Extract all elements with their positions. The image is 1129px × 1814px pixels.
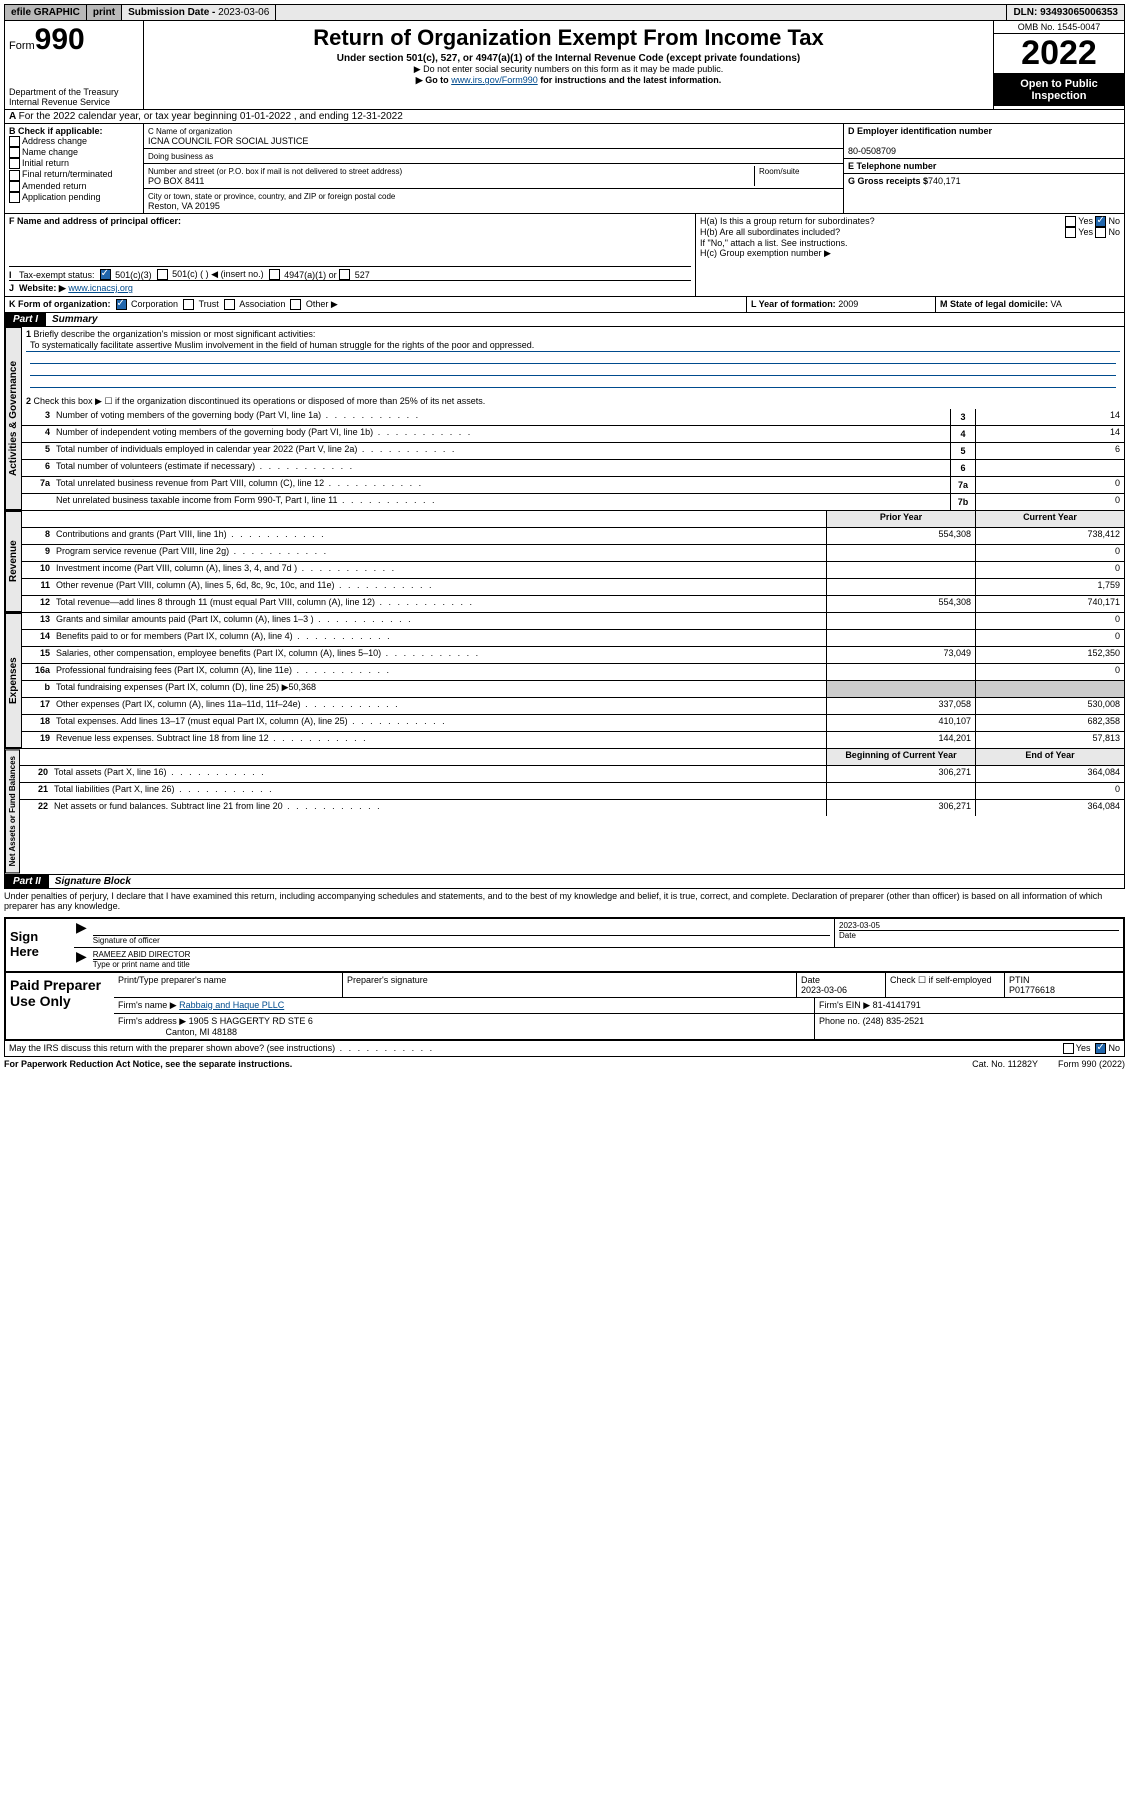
org-name: ICNA COUNCIL FOR SOCIAL JUSTICE: [148, 136, 308, 146]
fh-block: F Name and address of principal officer:…: [4, 214, 1125, 297]
tax-year: 2022: [994, 34, 1124, 74]
summary-line: bTotal fundraising expenses (Part IX, co…: [22, 681, 1124, 698]
section-deg: D Employer identification number 80-0508…: [843, 124, 1124, 213]
tab-governance: Activities & Governance: [5, 327, 22, 510]
klm-row: K Form of organization: Corporation Trus…: [4, 297, 1125, 313]
summary-line: 14Benefits paid to or for members (Part …: [22, 630, 1124, 647]
summary-line: 3Number of voting members of the governi…: [22, 409, 1124, 426]
dln: DLN: 93493065006353: [1006, 5, 1124, 20]
discuss-row: May the IRS discuss this return with the…: [4, 1041, 1125, 1057]
summary-line: 13Grants and similar amounts paid (Part …: [22, 613, 1124, 630]
open-inspection: Open to Public Inspection: [994, 74, 1124, 106]
check-ha-no[interactable]: [1095, 216, 1106, 227]
form-subtitle: Under section 501(c), 527, or 4947(a)(1)…: [150, 53, 987, 64]
summary-line: 5Total number of individuals employed in…: [22, 443, 1124, 460]
tab-net: Net Assets or Fund Balances: [5, 749, 20, 873]
website-link[interactable]: www.icnacsj.org: [68, 283, 133, 293]
summary-line: 12Total revenue—add lines 8 through 11 (…: [22, 596, 1124, 612]
form-title: Return of Organization Exempt From Incom…: [150, 25, 987, 51]
summary-line: 22Net assets or fund balances. Subtract …: [20, 800, 1124, 816]
summary-line: 21Total liabilities (Part X, line 26)0: [20, 783, 1124, 800]
tab-expenses: Expenses: [5, 613, 22, 748]
omb-number: OMB No. 1545-0047: [994, 21, 1124, 34]
section-c: C Name of organization ICNA COUNCIL FOR …: [144, 124, 843, 213]
summary-line: 20Total assets (Part X, line 16)306,2713…: [20, 766, 1124, 783]
form-number: Form990: [9, 23, 139, 57]
note-ssn: ▶ Do not enter social security numbers o…: [150, 64, 987, 75]
topbar: efile GRAPHIC print Submission Date - 20…: [4, 4, 1125, 21]
note-link: ▶ Go to www.irs.gov/Form990 for instruct…: [150, 75, 987, 86]
summary-line: 11Other revenue (Part VIII, column (A), …: [22, 579, 1124, 596]
section-f: F Name and address of principal officer:…: [5, 214, 695, 296]
check-discuss-no[interactable]: [1095, 1043, 1106, 1054]
paid-block: Paid Preparer Use Only Print/Type prepar…: [4, 973, 1125, 1041]
summary-line: 9Program service revenue (Part VIII, lin…: [22, 545, 1124, 562]
summary-line: 19Revenue less expenses. Subtract line 1…: [22, 732, 1124, 748]
form-header: Form990 Department of the Treasury Inter…: [4, 21, 1125, 110]
summary-line: 16aProfessional fundraising fees (Part I…: [22, 664, 1124, 681]
tab-revenue: Revenue: [5, 511, 22, 612]
summary-line: 15Salaries, other compensation, employee…: [22, 647, 1124, 664]
ein-value: 80-0508709: [848, 146, 896, 156]
summary-line: 17Other expenses (Part IX, column (A), l…: [22, 698, 1124, 715]
firm-link[interactable]: Rabbaig and Haque PLLC: [179, 1000, 284, 1010]
print-btn[interactable]: print: [87, 5, 122, 20]
declaration-text: Under penalties of perjury, I declare th…: [4, 889, 1125, 913]
summary-line: 6Total number of volunteers (estimate if…: [22, 460, 1124, 477]
dept-treasury: Department of the Treasury: [9, 87, 139, 97]
summary-line: 18Total expenses. Add lines 13–17 (must …: [22, 715, 1124, 732]
irs-link[interactable]: www.irs.gov/Form990: [451, 75, 538, 85]
efile-btn[interactable]: efile GRAPHIC: [5, 5, 87, 20]
submission-date: Submission Date - 2023-03-06: [122, 5, 276, 20]
header-block: B Check if applicable: Address change Na…: [4, 124, 1125, 214]
exp-block: Expenses 13Grants and similar amounts pa…: [4, 613, 1125, 749]
org-address: PO BOX 8411: [148, 176, 204, 186]
net-block: Net Assets or Fund Balances Beginning of…: [4, 749, 1125, 874]
officer-name: RAMEEZ ABID DIRECTOR: [93, 950, 191, 959]
part1-header: Part I Summary: [4, 313, 1125, 327]
summary-line: Net unrelated business taxable income fr…: [22, 494, 1124, 510]
gov-block: Activities & Governance 1 Briefly descri…: [4, 327, 1125, 511]
summary-line: 10Investment income (Part VIII, column (…: [22, 562, 1124, 579]
section-a-period: A For the 2022 calendar year, or tax yea…: [4, 110, 1125, 124]
section-b: B Check if applicable: Address change Na…: [5, 124, 144, 213]
org-city: Reston, VA 20195: [148, 201, 220, 211]
gross-receipts: 740,171: [928, 176, 961, 186]
check-501c3[interactable]: [100, 269, 111, 280]
footer: For Paperwork Reduction Act Notice, see …: [4, 1057, 1125, 1071]
sign-block: Sign Here ▶ Signature of officer 2023-03…: [4, 917, 1125, 973]
part2-header: Part II Signature Block: [4, 875, 1125, 889]
summary-line: 4Number of independent voting members of…: [22, 426, 1124, 443]
section-h: H(a) Is this a group return for subordin…: [695, 214, 1124, 296]
irs-label: Internal Revenue Service: [9, 97, 139, 107]
mission-text: To systematically facilitate assertive M…: [26, 339, 1120, 352]
check-corp[interactable]: [116, 299, 127, 310]
summary-line: 7aTotal unrelated business revenue from …: [22, 477, 1124, 494]
summary-line: 8Contributions and grants (Part VIII, li…: [22, 528, 1124, 545]
rev-block: Revenue Prior YearCurrent Year 8Contribu…: [4, 511, 1125, 613]
